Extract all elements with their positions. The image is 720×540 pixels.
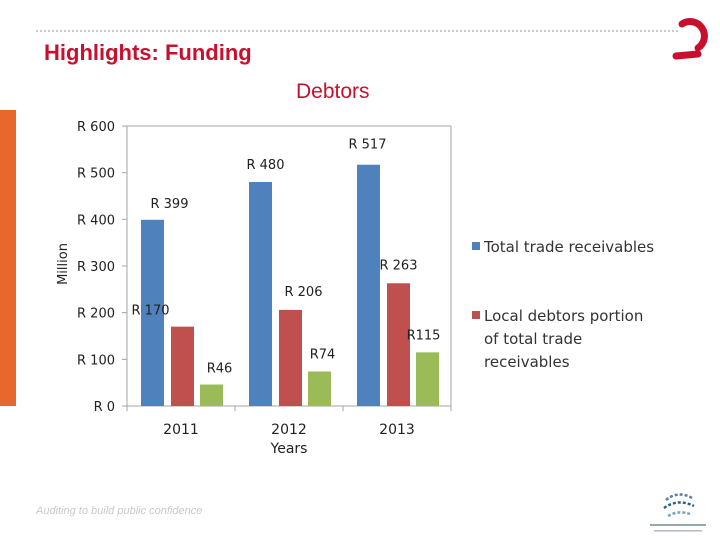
debtors-bar-chart: R 0 R 100 R 200 R 300 R 400 R 500 R 600 R 399 R… [56,120,452,457]
red-swirl-logo-icon [672,18,708,60]
bar-2013-series-2 [387,283,410,406]
x-tick-label: 2013 [379,422,415,438]
bar-data-label: R74 [310,347,336,362]
legend-label-line: receivables [484,353,570,371]
bar-2013-series-3 [416,352,439,406]
bar-data-label: R115 [407,328,441,343]
y-tick-label: R 200 [77,307,115,322]
bar-2012-series-3 [308,371,331,406]
legend-label-1: Total trade receivables [484,236,654,259]
legend-label-line: Local debtors portion [484,307,644,325]
bar-2011-series-1 [141,219,164,406]
legend-label-line: of total trade [484,330,583,348]
bar-2012-series-1 [249,182,272,406]
bar-2013-series-1 [357,164,380,406]
y-tick-label: R 600 [77,120,115,135]
header-dotted-rule [36,30,678,32]
bar-data-label: R 399 [151,197,189,212]
bar-data-label: R 517 [349,138,387,153]
auditor-general-logo-icon [650,493,706,532]
bar-data-label: R 206 [285,285,323,300]
bar-data-label: R 170 [132,304,170,319]
legend-swatch-2 [472,311,480,319]
y-tick-label: R 300 [77,260,115,275]
bar-data-label: R46 [207,362,233,377]
bar-data-label: R 263 [380,258,418,273]
y-tick-label: R 0 [94,400,115,415]
bar-2011-series-3 [200,384,223,406]
footer-tagline: Auditing to build public confidence [36,505,203,517]
legend-label-line: Total trade receivables [484,238,655,256]
y-tick-label: R 100 [77,353,115,368]
x-tick-label: 2012 [271,422,307,438]
y-axis-label: Million [56,243,71,285]
bar-2011-series-2 [171,326,194,406]
legend-label-2: Local debtors portion of total trade recei… [484,305,643,374]
x-axis-label: Years [270,441,308,457]
y-tick-label: R 500 [77,167,115,182]
accent-side-bar [0,110,16,406]
legend-swatch-1 [472,242,480,250]
bar-data-label: R 480 [247,158,285,173]
y-tick-label: R 400 [77,213,115,228]
bar-2012-series-2 [279,309,302,406]
chart-title: Debtors [296,80,370,103]
x-tick-label: 2011 [163,422,199,438]
slide-title: Highlights: Funding [44,40,252,65]
